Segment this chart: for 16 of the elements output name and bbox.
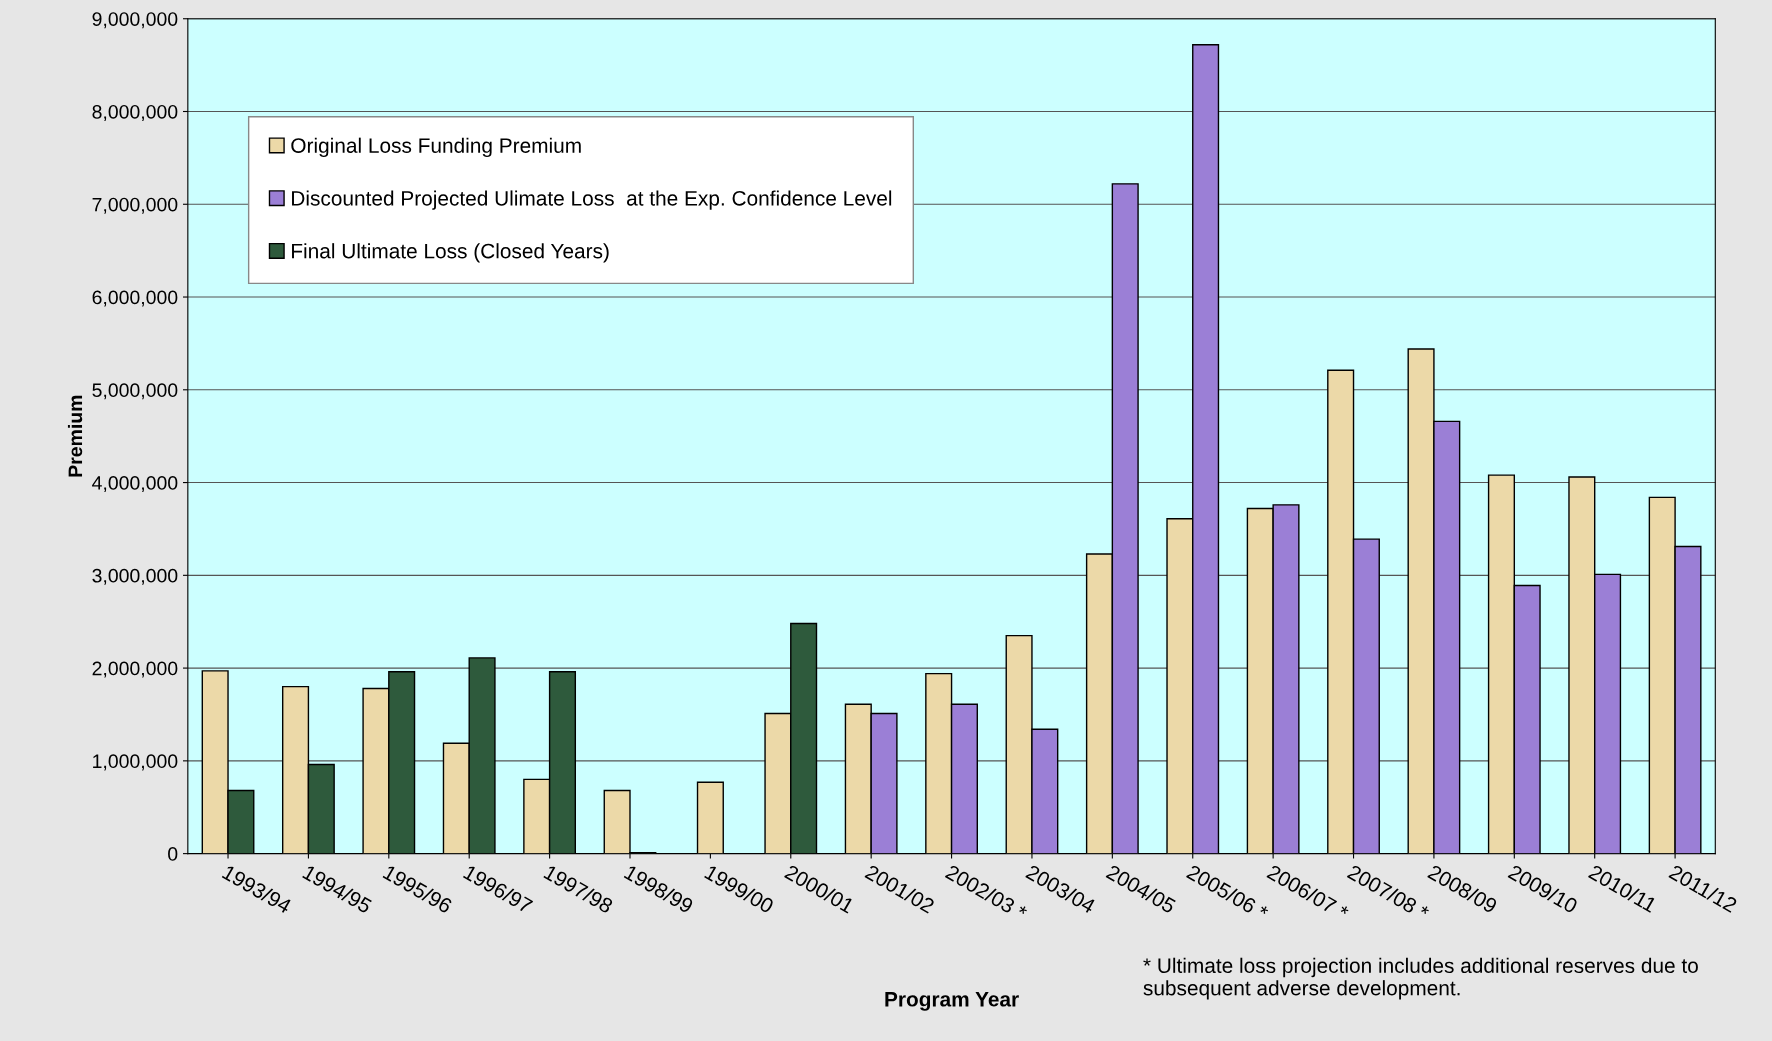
legend-label: Original Loss Funding Premium	[291, 137, 581, 158]
text: * Ultimate loss projection includes additional reserves due to subsequent adverse development.	[1143, 957, 1698, 1000]
y-tick-label: 8,000,000	[92, 104, 178, 122]
y-axis-title: Premium	[67, 395, 83, 477]
legend-label: Discounted Projected Ulimate Loss at the Exp. Confidence Level	[292, 190, 892, 210]
y-tick-label: 7,000,000	[92, 197, 178, 214]
y-tick-label: 1,000,000	[93, 754, 178, 771]
y-tick-label: 0	[168, 847, 178, 861]
legend-label: Final Ultimate Loss (Closed Years)	[292, 243, 609, 263]
y-tick-label: 9,000,000	[92, 12, 178, 29]
y-tick-label: 6,000,000	[92, 290, 178, 307]
y-tick-label: 3,000,000	[92, 568, 178, 585]
x-axis-title: Program Year	[885, 992, 1019, 1011]
y-tick-label: 5,000,000	[92, 383, 178, 400]
y-tick-label: 2,000,000	[92, 661, 178, 678]
y-tick-label: 4,000,000	[92, 476, 178, 493]
